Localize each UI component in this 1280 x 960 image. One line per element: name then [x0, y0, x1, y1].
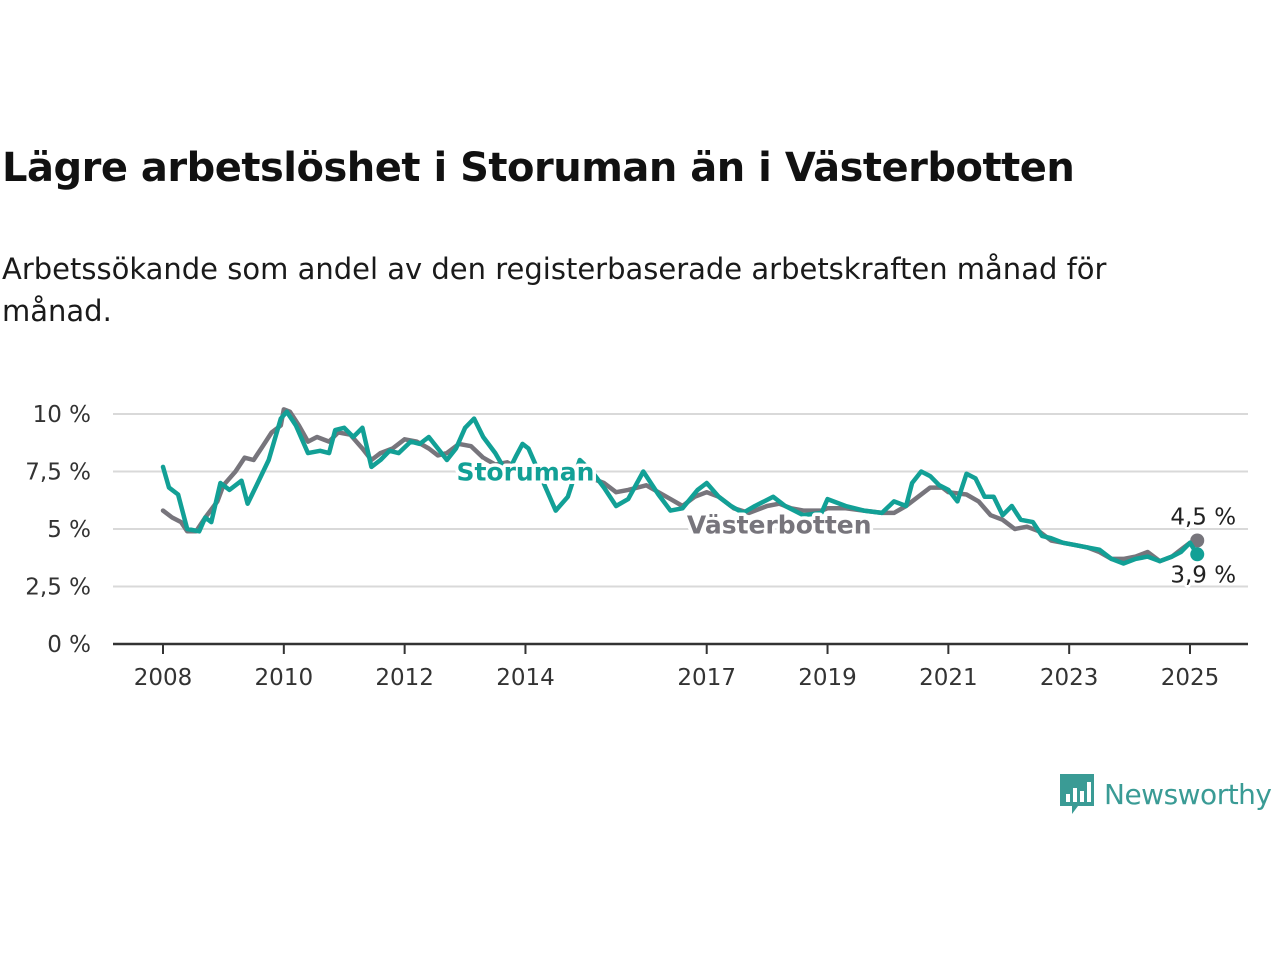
x-tick-label: 2021	[919, 665, 978, 691]
series-line-västerbotten	[160, 407, 1200, 564]
brand-logo: Newsworthy	[1058, 772, 1272, 816]
x-tick-label: 2017	[677, 665, 736, 691]
series-lines	[160, 407, 1205, 566]
y-tick-label: 0 %	[47, 632, 91, 658]
end-point-storuman	[1190, 547, 1205, 562]
x-tick-label: 2023	[1040, 665, 1099, 691]
x-tick-label: 2014	[496, 665, 555, 691]
end-value-label-storuman: 3,9 %	[1170, 562, 1236, 588]
x-axis: 2008 2010 2012 2014 2017 2019 2021 2023 2025	[113, 642, 1248, 691]
x-tick-label: 2025	[1161, 665, 1220, 691]
end-value-label-västerbotten: 4,5 %	[1170, 505, 1236, 531]
x-tick-label: 2008	[134, 665, 193, 691]
brand-name: Newsworthy	[1104, 777, 1272, 811]
gridlines	[113, 413, 1248, 588]
series-label-västerbotten: Västerbotten	[687, 510, 872, 539]
chart-title: Lägre arbetslöshet i Storuman än i Väste…	[2, 145, 1075, 191]
series-label-storuman: Storuman	[456, 458, 594, 487]
y-tick-label: 10 %	[33, 402, 91, 428]
y-tick-label: 2,5 %	[25, 575, 91, 601]
series-labels: Västerbotten Storuman 4,5 % 3,9 %	[453, 454, 1239, 591]
end-point-västerbotten	[1190, 533, 1205, 548]
chart-subtitle: Arbetssökande som andel av den registerb…	[2, 252, 1107, 328]
y-tick-label: 5 %	[47, 517, 91, 543]
series-line-storuman	[160, 409, 1200, 566]
y-tick-label: 7,5 %	[25, 460, 91, 486]
x-tick-label: 2010	[255, 665, 314, 691]
newsworthy-logo-icon	[1060, 774, 1094, 814]
y-axis: 0 % 2,5 % 5 % 7,5 % 10 %	[25, 402, 91, 658]
x-tick-label: 2019	[798, 665, 857, 691]
x-tick-label: 2012	[375, 665, 434, 691]
